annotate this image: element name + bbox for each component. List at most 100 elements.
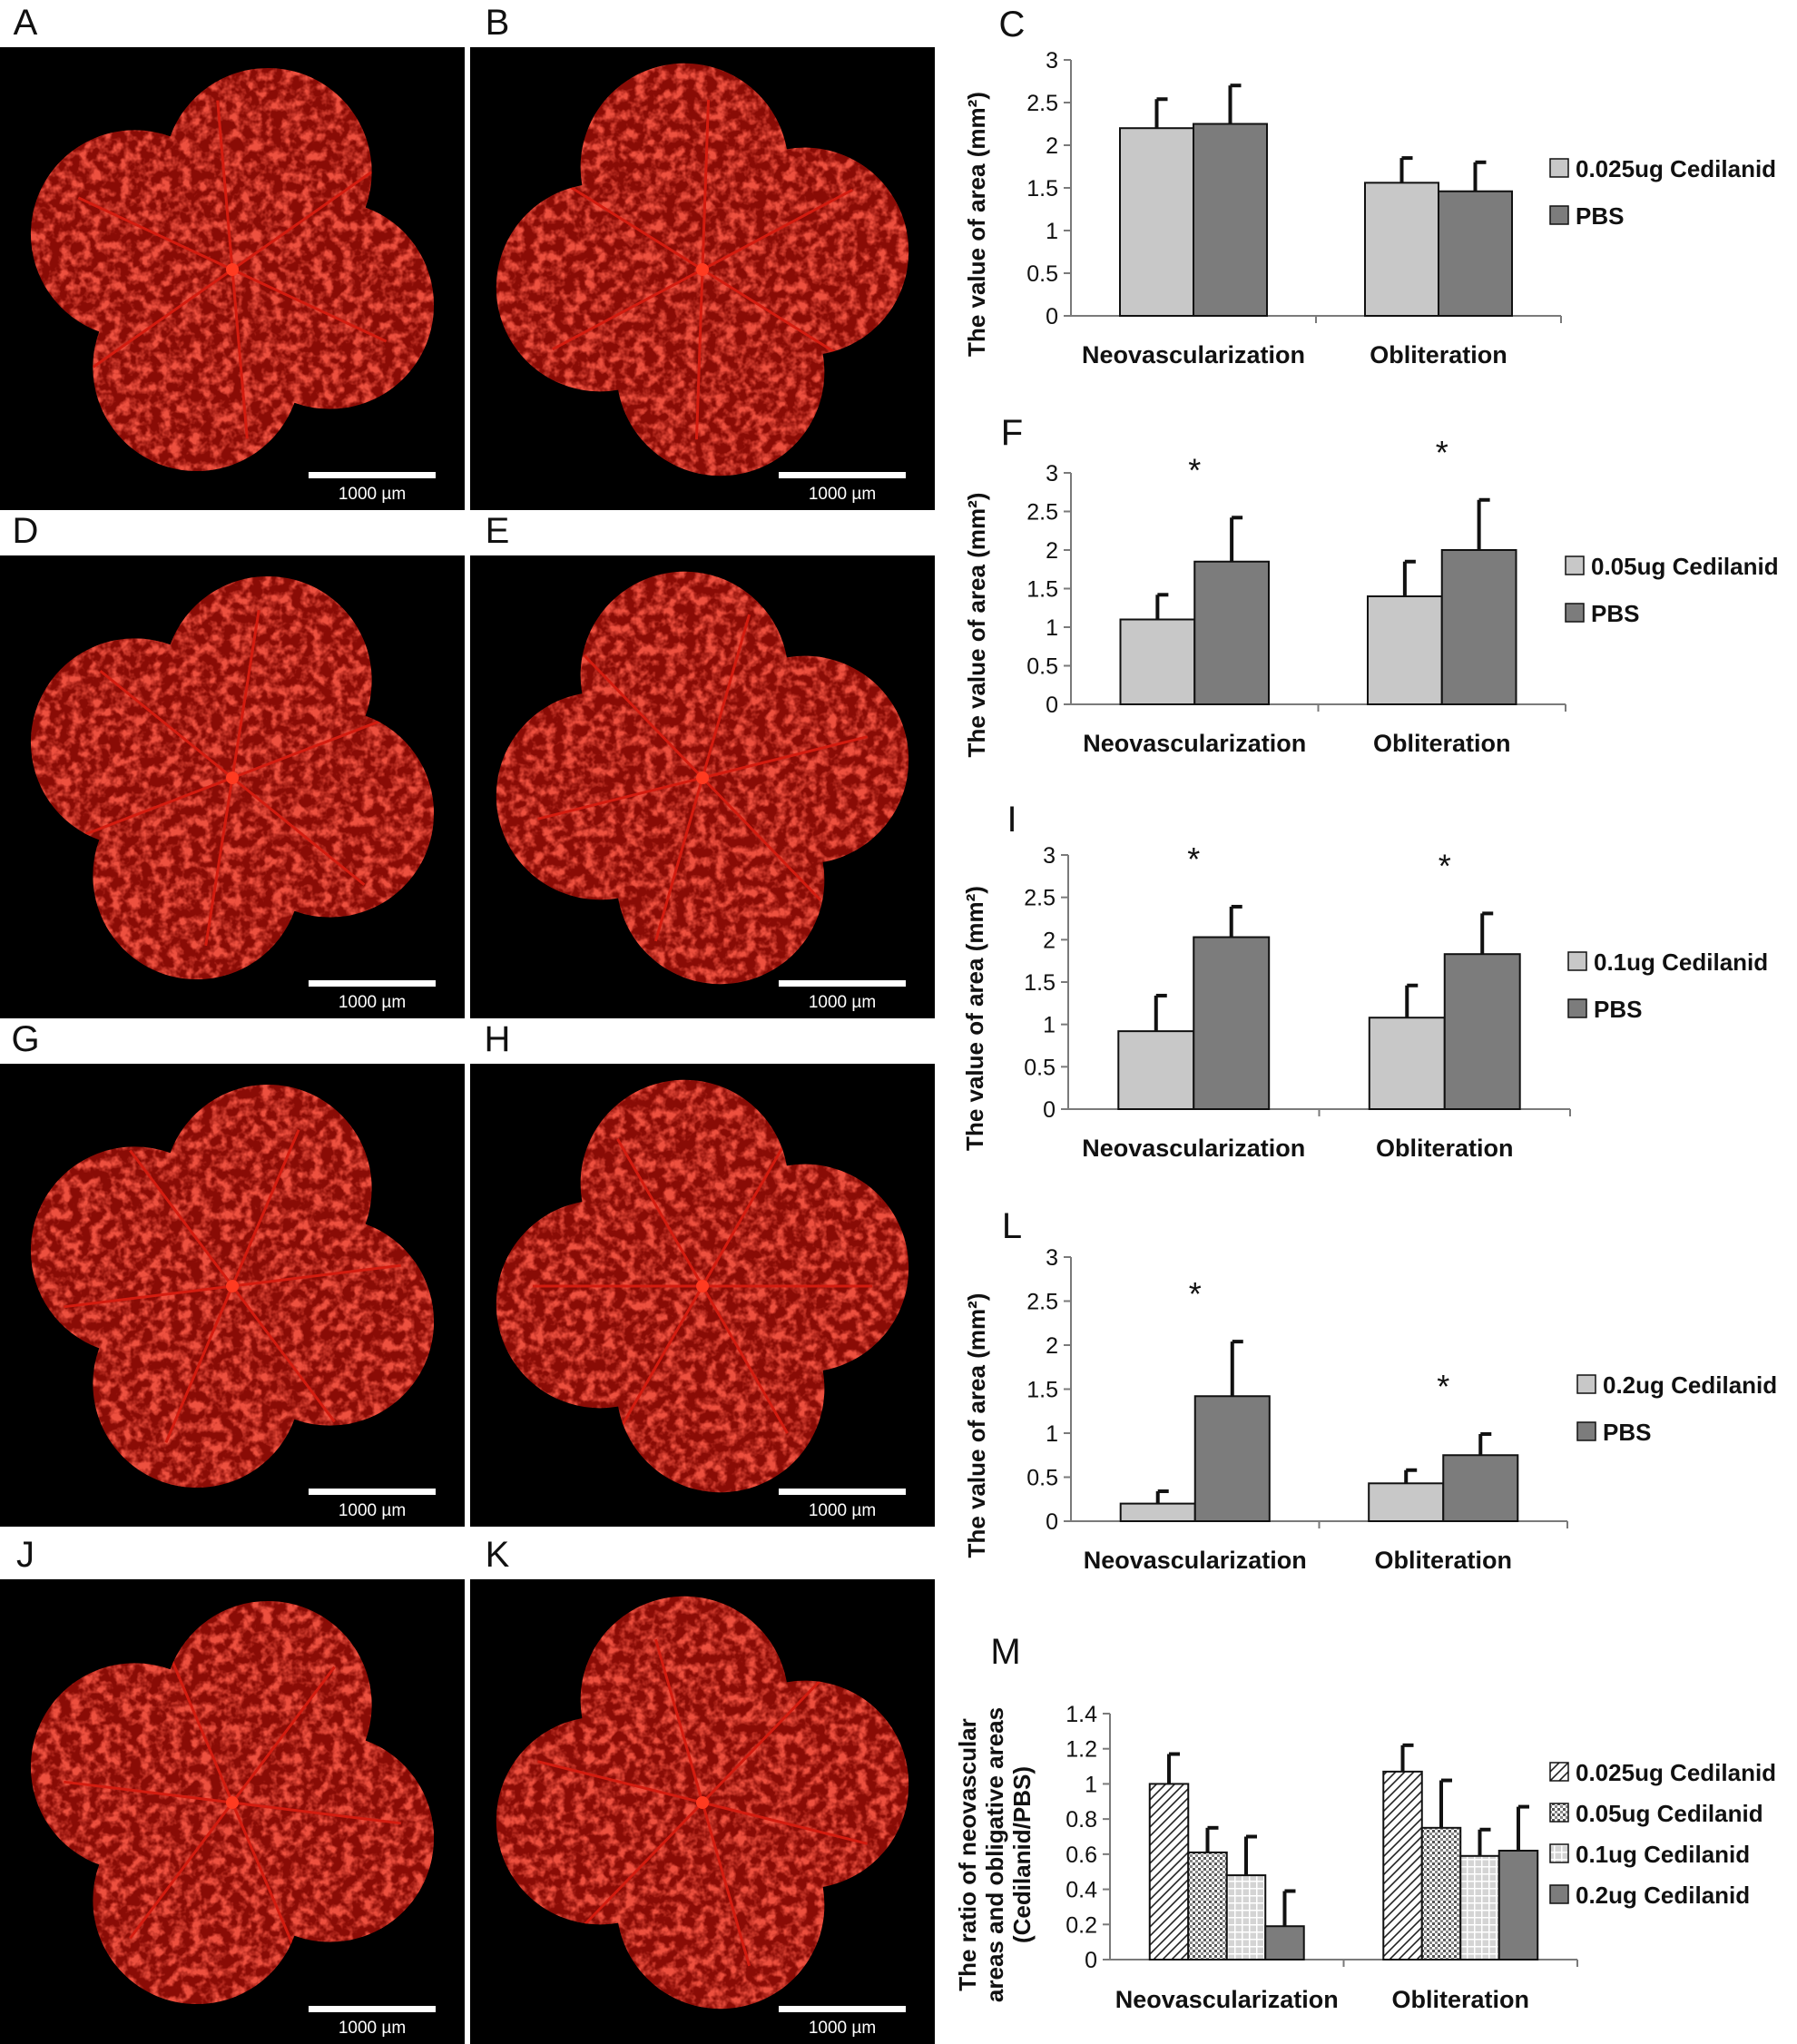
y-tick-label: 3 — [1046, 461, 1058, 486]
vessel — [64, 1780, 233, 1804]
micrograph-panel: A 1000 µm — [0, 3, 465, 510]
legend-label: PBS — [1591, 600, 1639, 627]
vessel — [702, 1801, 868, 1845]
bar — [1264, 1925, 1305, 1961]
vessel — [231, 171, 373, 271]
legend-swatch — [1549, 1884, 1569, 1904]
bar — [1193, 936, 1271, 1110]
y-tick-label: 2 — [1046, 538, 1058, 564]
legend-swatch — [1576, 1421, 1596, 1441]
vessel — [164, 1285, 234, 1443]
category-label: Neovascularization — [1082, 1135, 1305, 1162]
category-label: Obliteration — [1373, 730, 1511, 757]
y-tick-label: 2 — [1046, 133, 1058, 159]
y-tick-label: 0.2 — [1065, 1912, 1097, 1938]
y-tick-label: 1.2 — [1065, 1737, 1097, 1763]
vessel — [702, 735, 868, 780]
vessel — [204, 777, 234, 947]
optic-disc — [226, 263, 239, 276]
category-label: Neovascularization — [1082, 341, 1305, 369]
panel-letter: H — [485, 1019, 511, 1059]
scale-bar-label: 1000 µm — [339, 1501, 406, 1520]
y-tick-label: 1 — [1043, 1013, 1056, 1038]
vessel — [583, 1801, 704, 1926]
vessel — [129, 1149, 234, 1287]
micrograph-panel: J 1000 µm — [0, 1535, 465, 2044]
panel-letter: D — [13, 511, 39, 551]
legend-swatch — [1549, 1803, 1569, 1823]
legend-label: 0.1ug Cedilanid — [1576, 1841, 1750, 1868]
y-tick-label: 3 — [1046, 48, 1058, 74]
micrograph-panels: A 1000 µm B 1000 µm D 1000 µm E 1000 µm G 1000 µm… — [0, 3, 935, 2044]
y-tick-label: 0 — [1046, 693, 1058, 718]
y-tick-label: 0 — [1046, 1509, 1058, 1535]
legend-label: 0.1ug Cedilanid — [1594, 948, 1768, 976]
category-label: Obliteration — [1370, 341, 1507, 369]
legend-swatch — [1576, 1374, 1596, 1394]
y-tick-label: 0 — [1085, 1948, 1097, 1973]
scale-bar — [309, 2006, 436, 2012]
legend-swatch — [1549, 1843, 1569, 1863]
scale-bar-label: 1000 µm — [339, 485, 406, 504]
y-tick-label: 0.4 — [1065, 1878, 1097, 1903]
scale-bar-label: 1000 µm — [339, 2019, 406, 2038]
chart-panel: C 0 0.5 1 1.5 2 2.5 3 The value of area (mm²) Neo… — [963, 5, 1776, 369]
vessel — [701, 1285, 789, 1434]
panel-letter: K — [486, 1535, 510, 1575]
vessel — [99, 670, 233, 780]
vessel — [73, 776, 233, 840]
vessel — [216, 100, 234, 270]
bar — [1193, 1395, 1271, 1523]
panel-letter: J — [16, 1535, 34, 1575]
y-axis-label: The value of area (mm²) — [961, 886, 988, 1151]
legend-label: 0.025ug Cedilanid — [1576, 1759, 1776, 1786]
legend-swatch — [1567, 998, 1587, 1018]
panel-letter: M — [990, 1632, 1020, 1672]
micrograph-panel: D 1000 µm — [0, 511, 465, 1018]
optic-disc — [696, 263, 709, 276]
bar — [1442, 1454, 1519, 1522]
scale-bar-label: 1000 µm — [809, 485, 876, 504]
chart-panel: I 0 0.5 1 1.5 2 2.5 3 The value of area (mm²) Neo… — [961, 800, 1768, 1162]
bar — [1438, 190, 1513, 317]
scale-bar-label: 1000 µm — [809, 1501, 876, 1520]
bar-chart-panels: C 0 0.5 1 1.5 2 2.5 3 The value of area (mm²) Neo… — [954, 5, 1779, 2013]
bar — [1119, 127, 1194, 317]
legend-label: PBS — [1594, 996, 1642, 1023]
micrograph-panel: K 1000 µm — [470, 1535, 935, 2044]
legend-label: 0.2ug Cedilanid — [1576, 1882, 1750, 1909]
bar — [1368, 1482, 1445, 1523]
scale-bar-label: 1000 µm — [809, 2019, 876, 2038]
significance-marker: * — [1436, 434, 1448, 471]
optic-disc — [696, 1280, 709, 1292]
y-tick-label: 0.6 — [1065, 1843, 1097, 1868]
vessel — [616, 1285, 704, 1434]
y-tick-label: 0.5 — [1026, 654, 1058, 680]
optic-disc — [226, 1796, 239, 1809]
y-tick-label: 2.5 — [1024, 886, 1056, 911]
vessel — [552, 268, 703, 351]
y-axis-label: The value of area (mm²) — [963, 92, 990, 357]
scale-bar — [779, 1489, 906, 1495]
vessel — [77, 196, 233, 271]
category-label: Obliteration — [1391, 1986, 1529, 2013]
y-tick-label: 1 — [1046, 1421, 1058, 1447]
y-tick-label: 0 — [1046, 304, 1058, 329]
significance-marker: * — [1189, 1275, 1202, 1312]
vessel — [231, 1802, 300, 1960]
bar — [1364, 182, 1439, 317]
y-tick-label: 0 — [1043, 1097, 1056, 1123]
vessel — [616, 1138, 704, 1287]
y-axis-label: (Cedilanid/PBS) — [1008, 1766, 1036, 1943]
panel-letter: C — [999, 5, 1026, 44]
bar — [1119, 1502, 1196, 1522]
y-tick-label: 1.4 — [1065, 1702, 1097, 1727]
y-axis-label: The ratio of neovascular — [954, 1718, 981, 1991]
legend-swatch — [1549, 158, 1569, 178]
legend-label: 0.2ug Cedilanid — [1603, 1371, 1777, 1399]
chart-panel: F 0 0.5 1 1.5 2 2.5 3 The value of area (mm²) Neo… — [963, 413, 1779, 757]
vessel — [701, 1802, 751, 1967]
significance-marker: * — [1188, 451, 1201, 488]
legend-swatch — [1567, 951, 1587, 971]
scale-bar — [309, 980, 436, 987]
